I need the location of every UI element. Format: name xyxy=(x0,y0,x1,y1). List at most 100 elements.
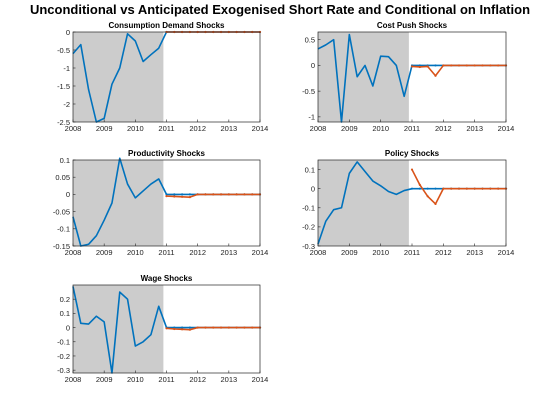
x-tick-label: 2012 xyxy=(435,248,452,257)
anticipated-point xyxy=(434,202,437,206)
anticipated-point xyxy=(251,326,254,329)
x-tick-label: 2009 xyxy=(96,375,113,384)
unconditional-point xyxy=(434,187,437,190)
panel-title: Policy Shocks xyxy=(385,149,440,158)
anticipated-point xyxy=(418,65,421,69)
anticipated-point xyxy=(196,326,199,329)
x-tick-label: 2014 xyxy=(252,124,269,133)
anticipated-point xyxy=(457,187,461,190)
x-tick-label: 2013 xyxy=(220,124,237,133)
anticipated-point xyxy=(465,64,468,67)
y-tick-label: -2.5 xyxy=(57,118,70,127)
x-tick-label: 2012 xyxy=(189,124,206,133)
anticipated-point xyxy=(235,326,238,329)
anticipated-point xyxy=(227,326,230,329)
panel-wage: 2008 2009 2010 2011 2012 2013 2014 -0.3 -0.2 -0.1… xyxy=(57,274,268,384)
anticipated-point xyxy=(418,183,421,186)
x-tick-label: 2011 xyxy=(404,124,420,133)
x-tick-label: 2014 xyxy=(498,248,515,257)
unconditional-point xyxy=(188,193,191,196)
x-tick-label: 2009 xyxy=(96,248,113,257)
shaded-region xyxy=(318,160,409,246)
anticipated-point xyxy=(426,195,429,198)
y-tick-label: -0.1 xyxy=(57,225,70,234)
x-tick-label: 2010 xyxy=(372,248,389,257)
x-tick-label: 2008 xyxy=(65,375,82,384)
anticipated-point xyxy=(235,193,238,196)
panel-title: Consumption Demand Shocks xyxy=(108,21,225,30)
y-tick-label: 0 xyxy=(66,323,70,332)
y-tick-label: -0.1 xyxy=(302,204,315,213)
shaded-region xyxy=(318,32,409,122)
anticipated-point xyxy=(442,64,445,67)
unconditional-point xyxy=(180,326,184,329)
anticipated-point xyxy=(204,326,207,329)
unconditional-point xyxy=(434,64,437,67)
anticipated-point xyxy=(497,187,500,190)
anticipated-point xyxy=(188,328,191,331)
anticipated-point xyxy=(442,187,445,190)
x-tick-label: 2011 xyxy=(158,124,174,133)
x-tick-label: 2011 xyxy=(158,248,174,257)
panel-title: Cost Push Shocks xyxy=(377,21,448,30)
y-tick-label: 0.1 xyxy=(305,165,315,174)
anticipated-point xyxy=(473,187,476,190)
anticipated-point xyxy=(457,64,461,67)
anticipated-point xyxy=(450,64,453,67)
anticipated-point xyxy=(219,326,223,329)
y-tick-label: -0.5 xyxy=(57,46,70,55)
y-tick-label: -0.05 xyxy=(53,207,70,216)
x-tick-label: 2008 xyxy=(65,124,82,133)
anticipated-series-line xyxy=(411,169,506,205)
panel-policy: 2008 2009 2010 2011 2012 2013 2014 -0.3 -0.2 -0.1… xyxy=(302,149,514,257)
x-tick-label: 2008 xyxy=(310,124,327,133)
anticipated-point xyxy=(173,327,176,331)
anticipated-point xyxy=(434,74,437,77)
anticipated-series-line xyxy=(411,64,506,77)
y-tick-label: 0.5 xyxy=(305,36,315,45)
unconditional-point xyxy=(418,187,421,190)
anticipated-point xyxy=(219,193,223,196)
anticipated-point xyxy=(196,193,199,196)
y-tick-label: -0.2 xyxy=(57,352,70,361)
anticipated-point xyxy=(212,193,215,196)
panel-consumption-demand: 2008 2009 2010 2011 2012 2013 2014 -2.5 -2 -1.5 -1… xyxy=(57,21,268,133)
x-tick-label: 2008 xyxy=(310,248,327,257)
y-tick-label: -0.15 xyxy=(53,242,70,251)
anticipated-point xyxy=(426,65,429,68)
anticipated-point xyxy=(204,193,207,196)
panel-cost-push: 2008 2009 2010 2011 2012 2013 2014 -1 -0.5 0 0.5 Co… xyxy=(302,21,514,133)
anticipated-point xyxy=(180,328,184,331)
unconditional-point xyxy=(426,187,429,190)
anticipated-point xyxy=(410,168,414,171)
y-tick-label: 0.2 xyxy=(60,295,70,304)
x-tick-label: 2014 xyxy=(498,124,515,133)
x-tick-label: 2009 xyxy=(96,124,113,133)
anticipated-point xyxy=(180,195,184,198)
figure-title: Unconditional vs Anticipated Exogenised … xyxy=(30,2,530,17)
x-tick-label: 2012 xyxy=(189,248,206,257)
x-tick-label: 2013 xyxy=(466,248,483,257)
shaded-region xyxy=(73,32,164,122)
y-tick-label: 0 xyxy=(311,184,315,193)
panel-title: Productivity Shocks xyxy=(128,149,205,158)
x-tick-label: 2009 xyxy=(341,248,358,257)
x-tick-label: 2012 xyxy=(189,375,206,384)
unconditional-point xyxy=(165,193,168,196)
anticipated-point xyxy=(489,187,492,190)
x-tick-label: 2010 xyxy=(372,124,389,133)
y-tick-label: -0.1 xyxy=(57,338,70,347)
anticipated-point xyxy=(165,327,168,330)
anticipated-point xyxy=(212,326,215,329)
anticipated-point xyxy=(243,326,246,329)
x-tick-label: 2014 xyxy=(252,248,269,257)
anticipated-point xyxy=(243,193,246,196)
y-tick-label: 0 xyxy=(311,61,315,70)
anticipated-point xyxy=(410,65,414,68)
x-tick-label: 2014 xyxy=(252,375,269,384)
x-tick-label: 2010 xyxy=(127,248,144,257)
y-tick-label: -1 xyxy=(308,113,315,122)
anticipated-point xyxy=(173,195,176,198)
x-tick-label: 2013 xyxy=(466,124,483,133)
